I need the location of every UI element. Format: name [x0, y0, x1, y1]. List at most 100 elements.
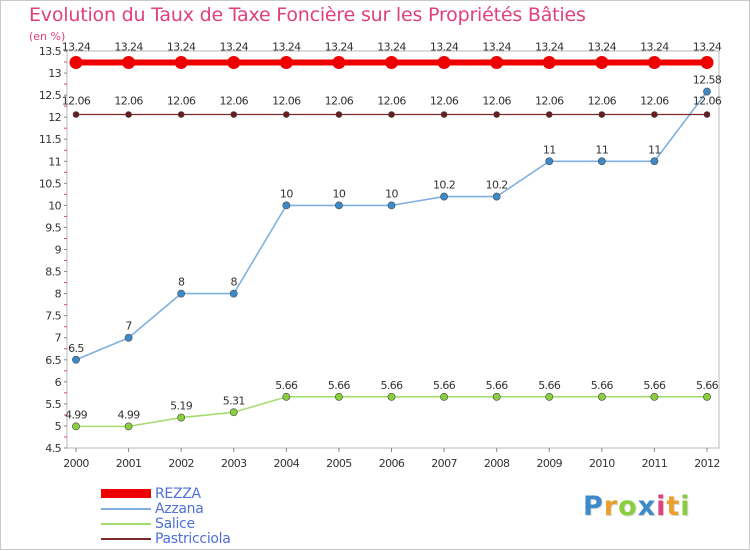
data-point-salice: [650, 392, 659, 401]
legend-label-pastricciola: Pastricciola: [155, 531, 231, 547]
data-point-azzana: [703, 87, 711, 96]
data-label-pastricciola: 12.06: [220, 95, 249, 108]
y-tick-label: 7.5: [45, 310, 61, 323]
logo-letter: r: [603, 491, 619, 522]
data-point-azzana: [72, 355, 80, 364]
data-label-rezza: 13.24: [114, 40, 143, 53]
y-tick-label: 7: [55, 332, 62, 345]
logo-letter: P: [583, 491, 604, 522]
data-point-pastricciola: [651, 111, 658, 118]
data-label-pastricciola: 12.06: [114, 95, 143, 108]
y-tick-label: 5.5: [45, 398, 61, 411]
proxiti-logo: Proxiti: [583, 491, 691, 522]
data-label-azzana: 11: [543, 143, 556, 156]
data-point-salice: [282, 392, 291, 401]
data-point-salice: [229, 408, 238, 417]
x-tick-label: 2001: [116, 457, 142, 470]
data-point-pastricciola: [125, 111, 132, 118]
data-label-rezza: 13.24: [482, 40, 511, 53]
data-label-pastricciola: 12.06: [535, 95, 564, 108]
data-label-pastricciola: 12.06: [377, 95, 406, 108]
data-label-azzana: 10: [280, 187, 293, 200]
data-point-azzana: [282, 201, 291, 210]
data-label-rezza: 13.24: [693, 40, 722, 53]
y-tick-label: 13: [48, 67, 61, 80]
data-point-pastricciola: [598, 111, 606, 118]
x-tick-label: 2003: [221, 457, 247, 470]
data-label-azzana: 10: [333, 187, 346, 200]
legend-item-rezza: REZZA: [101, 486, 321, 502]
data-label-azzana: 6.5: [68, 342, 84, 355]
data-point-pastricciola: [493, 111, 500, 118]
data-point-azzana: [177, 289, 186, 298]
data-label-rezza: 13.24: [588, 40, 617, 53]
data-label-pastricciola: 12.06: [62, 95, 91, 108]
data-label-azzana: 10.2: [486, 179, 508, 192]
data-point-pastricciola: [388, 111, 395, 118]
data-point-rezza: [490, 55, 504, 69]
data-label-salice: 5.31: [223, 394, 245, 407]
data-point-rezza: [647, 55, 661, 69]
data-point-rezza: [595, 55, 609, 69]
y-axis-unit-label: (en %): [29, 30, 66, 43]
data-point-azzana: [545, 157, 554, 166]
x-tick-label: 2012: [694, 457, 720, 470]
y-tick-label: 9: [55, 244, 62, 257]
logo-letter: t: [666, 491, 681, 522]
data-point-salice: [703, 392, 711, 401]
data-point-pastricciola: [440, 111, 448, 118]
data-point-salice: [545, 392, 554, 401]
y-tick-label: 5: [55, 420, 62, 433]
data-label-rezza: 13.24: [640, 40, 669, 53]
x-tick-label: 2006: [379, 457, 405, 470]
data-label-rezza: 13.24: [430, 40, 459, 53]
data-label-azzana: 8: [231, 276, 238, 289]
y-tick-label: 11: [48, 155, 61, 168]
legend-label-azzana: Azzana: [155, 501, 204, 517]
data-label-salice: 4.99: [65, 408, 88, 421]
data-label-azzana: 10.2: [433, 179, 455, 192]
data-label-pastricciola: 12.06: [167, 95, 196, 108]
data-point-azzana: [650, 157, 659, 166]
legend-item-azzana: Azzana: [101, 501, 321, 517]
data-label-rezza: 13.24: [325, 40, 354, 53]
data-point-salice: [492, 392, 501, 401]
y-tick-label: 11.5: [39, 133, 62, 146]
x-tick-label: 2002: [168, 457, 194, 470]
data-point-pastricciola: [283, 111, 290, 118]
data-point-rezza: [227, 55, 241, 69]
data-point-rezza: [700, 55, 714, 69]
data-point-azzana: [335, 201, 343, 210]
data-label-rezza: 13.24: [377, 40, 406, 53]
data-label-azzana: 7: [125, 320, 132, 333]
data-point-azzana: [440, 192, 448, 201]
data-label-azzana: 12.58: [693, 74, 722, 87]
data-label-salice: 5.66: [328, 379, 351, 392]
logo-letter: o: [618, 491, 638, 522]
logo-letter: i: [656, 491, 667, 522]
data-point-pastricciola: [177, 111, 185, 118]
data-label-azzana: 11: [595, 143, 608, 156]
data-point-rezza: [174, 55, 188, 69]
data-label-pastricciola: 12.06: [272, 95, 301, 108]
x-tick-label: 2007: [431, 457, 457, 470]
x-tick-label: 2010: [589, 457, 615, 470]
data-label-azzana: 8: [178, 276, 185, 289]
data-point-rezza: [542, 55, 556, 69]
data-label-pastricciola: 12.06: [430, 95, 459, 108]
data-label-salice: 4.99: [118, 408, 141, 421]
data-label-rezza: 13.24: [62, 40, 91, 53]
data-label-salice: 5.66: [275, 379, 298, 392]
data-point-azzana: [229, 289, 238, 298]
y-tick-label: 12: [48, 111, 61, 124]
data-label-salice: 5.66: [433, 379, 456, 392]
data-label-pastricciola: 12.06: [588, 95, 617, 108]
data-point-pastricciola: [545, 111, 553, 118]
data-point-azzana: [387, 201, 396, 210]
y-tick-label: 12.5: [39, 89, 62, 102]
y-tick-label: 9.5: [45, 221, 61, 234]
data-point-salice: [177, 413, 186, 422]
legend-swatch-rezza: [101, 489, 151, 498]
legend-label-salice: Salice: [155, 516, 195, 532]
